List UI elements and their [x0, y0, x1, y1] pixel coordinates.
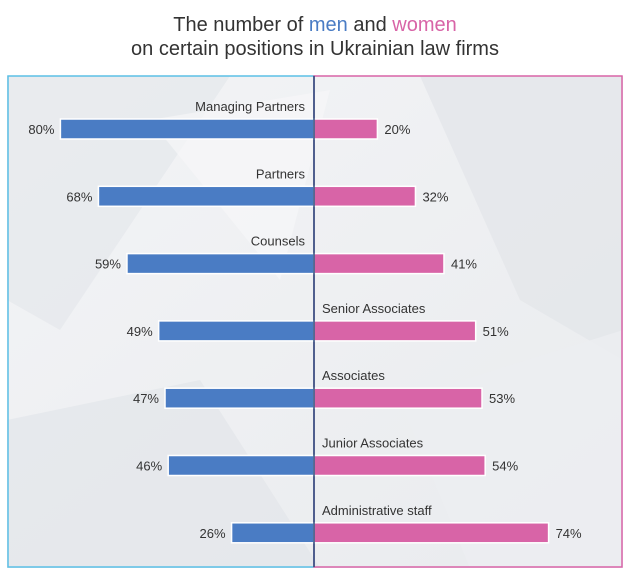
men-value-label: 80% [28, 122, 54, 137]
title-men-word: men [308, 14, 348, 36]
category-label: Senior Associates [322, 301, 426, 316]
category-label: Counsels [251, 234, 306, 249]
men-bar [157, 320, 315, 342]
women-bar [313, 522, 550, 544]
women-value-label: 51% [483, 324, 509, 339]
men-bar [230, 522, 315, 544]
women-bar [313, 320, 477, 342]
men-value-label: 49% [127, 324, 153, 339]
men-value-label: 47% [133, 391, 159, 406]
women-value-label: 20% [384, 122, 410, 137]
title-women-word: women [392, 14, 457, 36]
women-value-label: 53% [489, 391, 515, 406]
men-value-label: 26% [200, 526, 226, 541]
title-and-word: and [353, 14, 387, 36]
category-label: Administrative staff [322, 503, 432, 518]
category-label: Partners [256, 166, 306, 181]
chart-title-line2: on certain positions in Ukrainian law fi… [131, 38, 499, 60]
title-prefix: The number of [173, 14, 304, 36]
category-label: Managing Partners [195, 99, 305, 114]
women-bar [313, 387, 483, 409]
category-label: Junior Associates [322, 436, 424, 451]
men-value-label: 59% [95, 257, 121, 272]
women-value-label: 54% [492, 459, 518, 474]
men-bar [59, 118, 315, 140]
men-bar [164, 387, 315, 409]
men-value-label: 68% [66, 189, 92, 204]
chart-title-line1: The number of men and women [0, 12, 630, 38]
men-value-label: 46% [136, 459, 162, 474]
men-bar [97, 185, 315, 208]
women-value-label: 41% [451, 257, 477, 272]
category-label: Associates [322, 368, 385, 383]
men-bar [167, 454, 315, 477]
women-value-label: 32% [422, 189, 448, 204]
women-bar [313, 252, 445, 275]
men-bar [126, 252, 315, 275]
women-value-label: 74% [556, 526, 582, 541]
women-bar [313, 454, 486, 477]
women-bar [313, 118, 379, 140]
women-bar [313, 185, 417, 208]
